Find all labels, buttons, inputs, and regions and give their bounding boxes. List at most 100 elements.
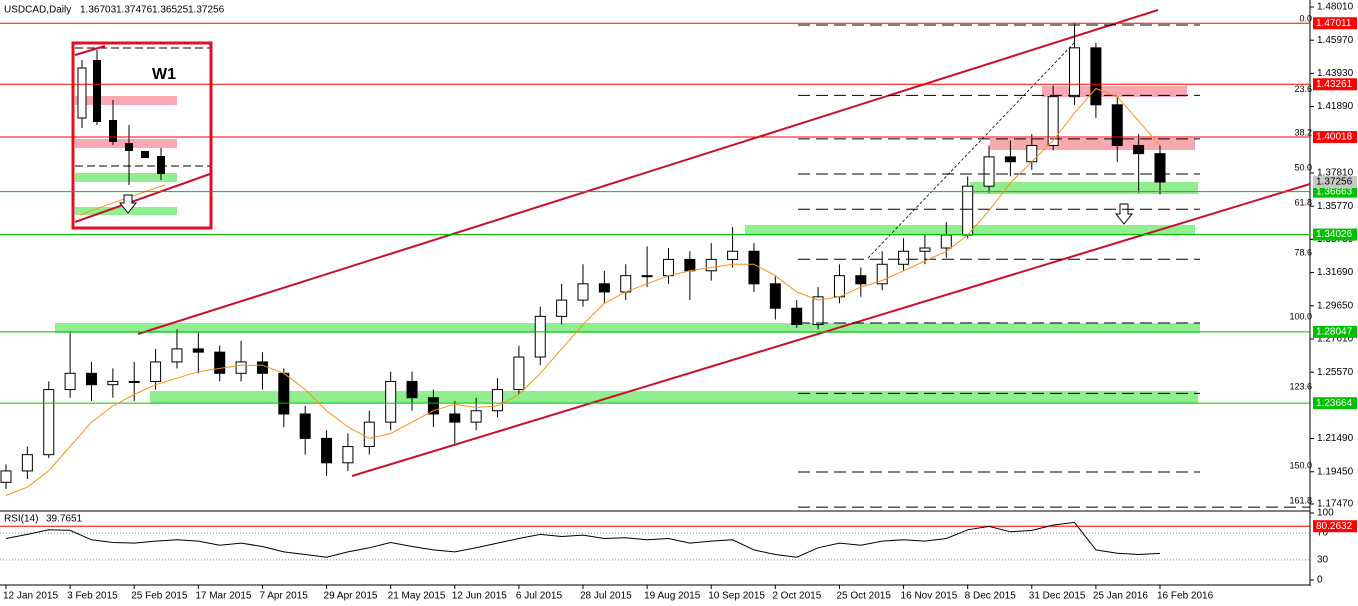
x-tick-label: 6 Jul 2015 bbox=[516, 591, 563, 602]
candle-body bbox=[1004, 156, 1016, 163]
y-tick-label: 1.29650 bbox=[1317, 300, 1354, 311]
level-label: 1.28047 bbox=[1316, 326, 1353, 337]
candle-body bbox=[1111, 104, 1123, 146]
x-tick-label: 25 Oct 2015 bbox=[836, 591, 891, 602]
indicator-title: RSI(14) bbox=[4, 514, 38, 525]
candle-body bbox=[620, 275, 632, 293]
rsi-line bbox=[5, 521, 1161, 558]
candle-body bbox=[598, 283, 610, 293]
candle-body bbox=[684, 258, 696, 272]
fib-label: 150.0 bbox=[1289, 460, 1312, 470]
symbol: USDCAD,Daily bbox=[4, 5, 71, 16]
candle-body bbox=[427, 397, 439, 415]
candle-body bbox=[214, 351, 226, 374]
level-label: 1.23664 bbox=[1316, 398, 1353, 409]
candle-body bbox=[962, 185, 974, 236]
level-label-box bbox=[1313, 397, 1357, 410]
candle-body bbox=[705, 258, 717, 272]
price-label-box bbox=[1313, 175, 1357, 188]
candle-body bbox=[748, 250, 760, 285]
x-tick-label: 28 Jul 2015 bbox=[580, 591, 632, 602]
candle-body bbox=[769, 283, 781, 309]
resistance-zone bbox=[1042, 86, 1187, 97]
fib-label: 123.6 bbox=[1289, 382, 1312, 392]
x-tick-label: 7 Apr 2015 bbox=[259, 591, 308, 602]
candle-body bbox=[406, 380, 418, 399]
candle-body bbox=[727, 250, 739, 260]
ohlc-value: 1.37256 bbox=[188, 5, 225, 16]
y-tick-label: 1.19450 bbox=[1317, 466, 1354, 477]
y-tick-label: 1.17470 bbox=[1317, 499, 1354, 510]
candle-body bbox=[492, 389, 504, 412]
candle-body bbox=[1090, 47, 1102, 106]
level-label: 1.36663 bbox=[1316, 186, 1353, 197]
x-tick-label: 25 Jan 2016 bbox=[1093, 591, 1148, 602]
arrow bbox=[118, 194, 138, 214]
candle-body bbox=[321, 437, 333, 464]
candle-body bbox=[1047, 96, 1059, 146]
level-label-box bbox=[1313, 78, 1357, 91]
candle-body bbox=[662, 258, 674, 277]
candle-body bbox=[21, 454, 33, 472]
x-tick-label: 8 Dec 2015 bbox=[965, 591, 1017, 602]
level-label: 80.2632 bbox=[1316, 521, 1353, 532]
candle-body bbox=[791, 307, 803, 325]
fib-label: 23.6 bbox=[1294, 84, 1312, 94]
inset-candle bbox=[77, 67, 87, 119]
y-tick-label: 1.21490 bbox=[1317, 433, 1354, 444]
x-tick-label: 2 Oct 2015 bbox=[772, 591, 821, 602]
level-label-box bbox=[1313, 131, 1357, 144]
y-tick-label: 1.31690 bbox=[1317, 267, 1354, 278]
candle-body bbox=[534, 315, 546, 358]
level-label: 1.40018 bbox=[1316, 132, 1353, 143]
inset-candle bbox=[93, 60, 101, 122]
ohlc-value: 1.36703 bbox=[80, 5, 117, 16]
fib-label: 50.0 bbox=[1294, 162, 1312, 172]
level-label: 1.43261 bbox=[1316, 79, 1353, 90]
inset: W1 bbox=[71, 41, 213, 230]
level-label-box bbox=[1313, 17, 1357, 30]
candle-body bbox=[513, 356, 525, 391]
y-tick-label: 30 bbox=[1317, 555, 1329, 566]
y-tick-label: 1.41890 bbox=[1317, 101, 1354, 112]
support-zone bbox=[150, 391, 1198, 403]
x-tick-label: 25 Feb 2015 bbox=[131, 591, 188, 602]
x-tick-label: 21 May 2015 bbox=[388, 591, 446, 602]
inset-channel bbox=[74, 173, 211, 223]
candle-body bbox=[449, 413, 461, 423]
fib-label: 100.0 bbox=[1289, 311, 1312, 321]
y-tick-label: 1.27610 bbox=[1317, 334, 1354, 345]
x-tick-label: 16 Feb 2016 bbox=[1157, 591, 1214, 602]
level-label-box bbox=[1313, 520, 1357, 533]
candle-body bbox=[1133, 144, 1145, 155]
fib-label: 78.6 bbox=[1294, 248, 1312, 258]
price-label: 1.37256 bbox=[1316, 177, 1353, 188]
y-tick-label: 100 bbox=[1317, 508, 1334, 519]
support-zone bbox=[970, 182, 1198, 194]
candle-body bbox=[235, 361, 247, 374]
candle-body bbox=[876, 263, 888, 285]
candle-body bbox=[363, 421, 375, 448]
candle-body bbox=[342, 446, 354, 464]
candle-body bbox=[150, 361, 162, 382]
candle-body bbox=[1026, 144, 1038, 163]
candle-body bbox=[278, 372, 290, 415]
x-tick-label: 10 Sep 2015 bbox=[708, 591, 765, 602]
level-label-box bbox=[1313, 325, 1357, 338]
candle-body bbox=[385, 380, 397, 423]
x-tick-label: 17 Mar 2015 bbox=[195, 591, 252, 602]
candle-body bbox=[107, 380, 119, 386]
y-tick-label: 1.48010 bbox=[1317, 2, 1354, 13]
inset-ma bbox=[79, 184, 166, 216]
candle-body bbox=[128, 380, 140, 383]
candle-body bbox=[919, 247, 931, 252]
inset-candle bbox=[109, 120, 117, 142]
fib-label: 38.2 bbox=[1294, 127, 1312, 137]
inset-candle bbox=[125, 143, 133, 151]
candle-body bbox=[43, 389, 55, 456]
indicator-value: 39.7651 bbox=[46, 514, 83, 525]
ohlc-value: 1.36525 bbox=[152, 5, 189, 16]
